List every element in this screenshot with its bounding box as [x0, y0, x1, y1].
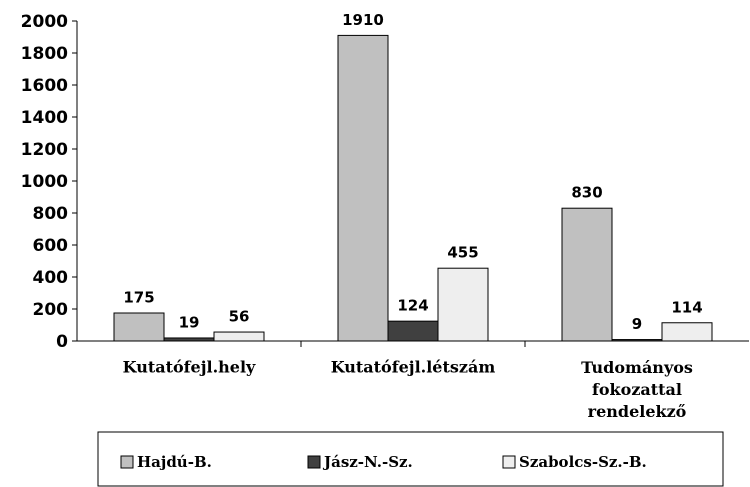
legend-label: Jász-N.-Sz.	[322, 453, 413, 471]
bar	[337, 34, 389, 342]
value-label: 56	[229, 308, 250, 326]
legend-label: Szabolcs-Sz.-B.	[519, 453, 647, 471]
value-label: 19	[179, 313, 200, 331]
x-tick-label: Kutatófejl.hely	[123, 358, 256, 377]
legend-swatch	[120, 455, 134, 469]
x-tick-label-line: fokozattal	[592, 380, 682, 399]
bar	[611, 339, 663, 342]
y-tick-label: 1800	[21, 44, 68, 64]
y-tick-label: 0	[56, 332, 68, 352]
y-tick-label: 1000	[21, 172, 68, 192]
legend-box	[97, 431, 724, 487]
bar	[561, 207, 613, 342]
y-tick-label: 400	[33, 268, 69, 288]
bar	[437, 267, 489, 342]
y-tick-label: 1200	[21, 140, 68, 160]
value-label: 114	[671, 298, 702, 316]
legend-swatch	[502, 455, 516, 469]
value-label: 175	[123, 289, 154, 307]
y-tick-label: 1400	[21, 108, 68, 128]
x-tick-label: Kutatófejl.létszám	[331, 358, 496, 377]
bar	[213, 331, 265, 342]
bar	[113, 312, 165, 342]
legend-swatch	[307, 455, 321, 469]
value-label: 455	[447, 244, 478, 262]
y-tick-label: 2000	[21, 12, 68, 32]
y-tick-label: 600	[33, 236, 69, 256]
value-label: 9	[632, 315, 642, 333]
value-label: 830	[571, 184, 602, 202]
bar	[661, 322, 713, 342]
y-tick-label: 200	[33, 300, 69, 320]
value-label: 1910	[342, 11, 384, 29]
bar	[163, 337, 215, 342]
y-tick-label: 800	[33, 204, 69, 224]
x-tick-label-line: Tudományos	[581, 358, 693, 377]
legend-label: Hajdú-B.	[137, 453, 212, 471]
x-tick-label-line: rendelekző	[588, 402, 687, 421]
value-label: 124	[397, 297, 428, 315]
y-tick-label: 1600	[21, 76, 68, 96]
bar	[387, 320, 439, 342]
x-tick-label: Tudományos fokozattal rendelekző	[581, 358, 693, 421]
